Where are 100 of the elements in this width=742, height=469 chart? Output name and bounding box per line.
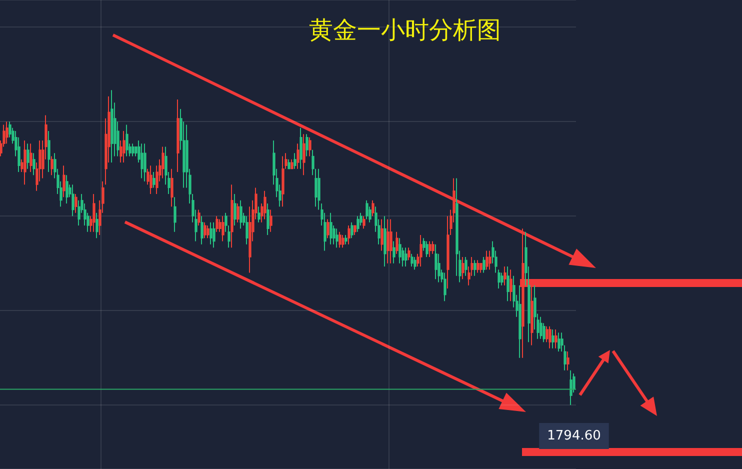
candlestick [476, 260, 480, 274]
candlestick [362, 216, 366, 230]
candlestick [552, 328, 554, 349]
candlestick [234, 194, 236, 226]
candlestick [240, 200, 242, 230]
candlestick [338, 231, 342, 248]
candlestick [350, 222, 354, 239]
candlestick [30, 143, 32, 172]
candlestick [356, 216, 360, 232]
candlestick [122, 130, 126, 164]
candlestick [32, 152, 36, 176]
candlestick [354, 225, 356, 236]
candlestick [266, 202, 270, 236]
candlestick [26, 143, 30, 170]
candlestick [6, 121, 8, 144]
candlestick [314, 168, 318, 208]
candlestick [428, 240, 432, 258]
candlestick [480, 262, 482, 274]
candlestick [288, 158, 290, 170]
candlestick [294, 152, 296, 170]
candlestick [66, 174, 68, 204]
candlestick [296, 143, 300, 170]
candlestick [336, 228, 338, 248]
candlestick [380, 218, 384, 252]
candlestick [74, 194, 78, 214]
candlestick [236, 202, 240, 223]
candlestick [432, 240, 434, 254]
candlestick [486, 250, 488, 270]
candlestick [434, 244, 438, 280]
candlestick [500, 272, 504, 286]
candlestick [332, 225, 336, 245]
candlestick [264, 190, 266, 220]
candlestick [132, 143, 134, 157]
candlestick [488, 250, 492, 270]
candlestick [330, 212, 332, 245]
candlestick [506, 266, 510, 302]
candlestick [396, 231, 398, 254]
candlestick [212, 222, 216, 248]
candlestick [270, 209, 272, 232]
text: 1794.60 [547, 428, 601, 444]
candlestick [326, 218, 330, 239]
candlestick [462, 256, 464, 280]
candlestick [312, 149, 314, 176]
candlestick [420, 234, 422, 267]
candlestick [504, 266, 506, 286]
candlestick [174, 196, 176, 232]
candlestick [546, 326, 548, 343]
candlestick [342, 234, 344, 248]
candlestick [414, 256, 416, 270]
candlestick [144, 143, 146, 182]
candlestick [200, 216, 204, 245]
candlestick [210, 222, 212, 245]
candlestick [570, 370, 572, 406]
candlestick [72, 184, 74, 217]
candlestick [96, 212, 98, 239]
candlestick [566, 351, 570, 371]
candlestick [558, 332, 560, 352]
candlestick [540, 316, 542, 340]
candlestick [554, 328, 558, 349]
candlestick [404, 247, 408, 267]
candlestick [344, 234, 348, 245]
candlestick [48, 130, 50, 172]
candlestick [510, 269, 512, 302]
candlestick [410, 253, 414, 267]
candlestick [474, 260, 476, 276]
candlestick [348, 225, 350, 245]
candlestick [464, 256, 468, 276]
candlestick [366, 200, 368, 220]
candlestick [24, 140, 26, 186]
candlestick [50, 156, 54, 176]
candlestick [398, 238, 402, 264]
candlestick [372, 200, 374, 217]
candlestick [140, 143, 144, 179]
candlestick [134, 146, 138, 157]
candlestick [218, 218, 222, 232]
candlestick [308, 136, 312, 157]
candlestick [444, 272, 446, 302]
candlestick [482, 256, 486, 274]
candlestick [258, 206, 260, 223]
candlestick [162, 146, 164, 179]
candlestick [246, 216, 248, 245]
candlestick [386, 218, 390, 264]
candlestick [548, 326, 552, 349]
candlestick [408, 247, 410, 261]
candlestick [198, 209, 200, 226]
candlestick [222, 216, 224, 242]
candlestick [302, 134, 306, 176]
candlestick [170, 168, 174, 208]
candlestick [390, 218, 392, 264]
candlestick [300, 127, 302, 170]
candlestick [392, 240, 396, 264]
candlestick [126, 124, 128, 157]
candlestick [92, 194, 96, 232]
candlestick [152, 171, 156, 188]
candlestick [426, 240, 428, 258]
chart-title: 黄金一小时分析图 [308, 15, 502, 46]
candlestick [150, 165, 152, 195]
candlestick [62, 165, 66, 198]
candlestick [206, 225, 210, 239]
candlestick [216, 216, 218, 232]
